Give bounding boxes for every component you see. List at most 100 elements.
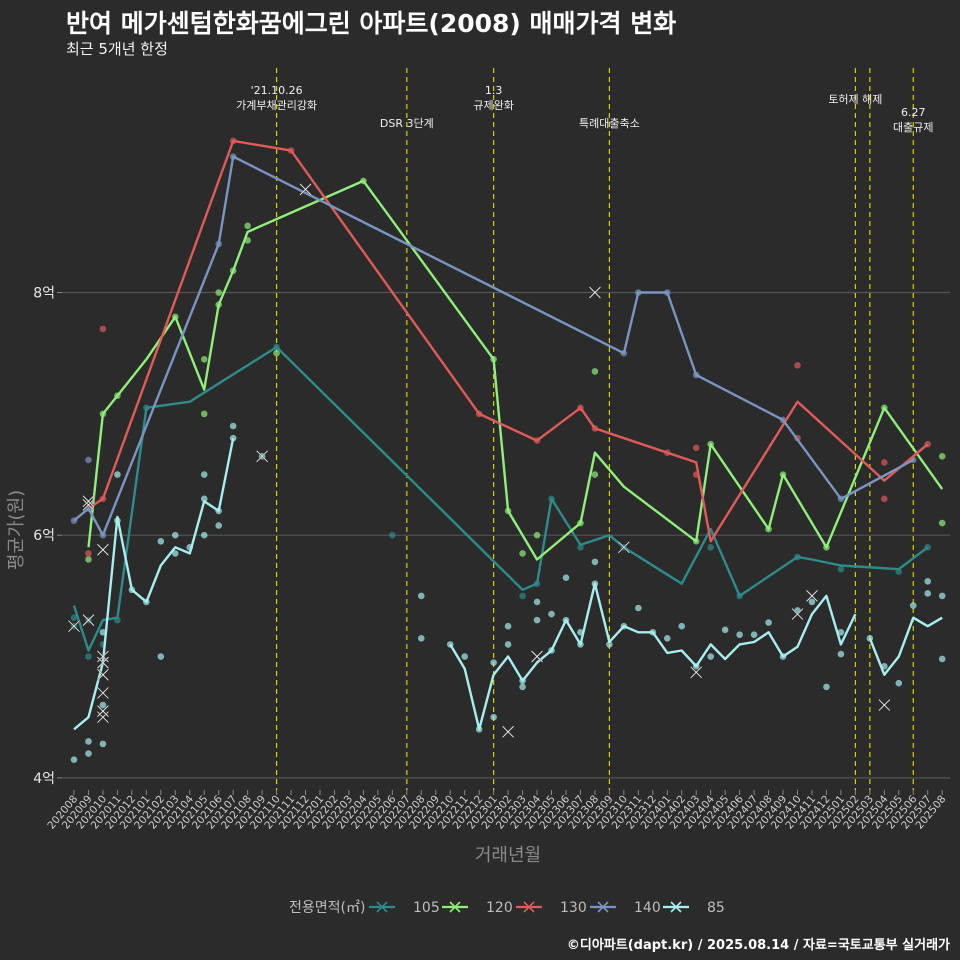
legend-label: 120: [486, 900, 513, 916]
data-point-140: [85, 456, 92, 464]
legend-label: 85: [707, 900, 725, 916]
series-line-path-140: [73, 155, 914, 537]
event-label: DSR 3단계: [380, 117, 434, 130]
data-point-85: [417, 592, 425, 600]
legend-item-105: 105: [369, 900, 440, 916]
data-point-120: [215, 289, 222, 296]
cross-markers-130: [82, 495, 109, 556]
series-line-path-130: [87, 139, 929, 543]
data-point-85: [504, 622, 512, 630]
cross-marker-85: [96, 686, 109, 699]
data-point-85: [229, 422, 237, 430]
data-point-85: [99, 740, 107, 748]
data-point-130: [881, 495, 888, 503]
data-point-105: [389, 531, 396, 539]
data-point-85: [70, 756, 78, 763]
data-point-85: [938, 655, 946, 663]
data-point-85: [417, 635, 425, 642]
event-label: 1.3 규제완화: [473, 84, 513, 112]
cross-markers-85: [96, 450, 891, 738]
chart-subtitle: 최근 5개년 한정: [66, 40, 168, 58]
series-line-path-85: [868, 616, 943, 676]
data-point-85: [707, 653, 714, 660]
series-105: [70, 343, 932, 660]
data-point-105: [707, 544, 714, 551]
event-label: 특례대출축소: [579, 117, 640, 130]
y-axis-ticks: 4억 6억 8억: [33, 286, 62, 787]
data-point-130: [881, 459, 888, 466]
data-point-85: [157, 653, 165, 660]
data-point-130: [794, 362, 801, 369]
data-point-130: [692, 444, 700, 452]
data-point-85: [909, 602, 917, 609]
cross-marker-130: [82, 495, 95, 508]
data-point-85: [504, 641, 512, 648]
data-point-85: [200, 495, 208, 503]
data-point-85: [157, 537, 165, 545]
cross-marker-140: [588, 286, 601, 299]
data-point-120: [591, 368, 599, 375]
cross-markers-140: [299, 183, 601, 299]
data-point-85: [924, 578, 932, 585]
legend-item-85: 85: [663, 900, 725, 916]
data-point-120: [533, 531, 541, 539]
cross-marker-120: [82, 498, 95, 511]
data-point-85: [548, 610, 555, 618]
series-line-105: [72, 345, 929, 652]
series-140: [70, 153, 917, 539]
data-point-85: [461, 653, 468, 660]
legend-label: 140: [634, 900, 661, 916]
cross-marker-105: [617, 541, 630, 554]
data-point-85: [808, 598, 816, 606]
data-point-85: [171, 531, 179, 539]
data-point-85: [606, 641, 613, 648]
event-label: '21.10.26 가계부채관리강화: [236, 84, 317, 112]
x-axis-ticks: 2020082020092020102020112020122021012021…: [45, 790, 948, 832]
x-axis-title: 거래년월: [475, 845, 541, 866]
chart-title: 반여 메가센텀한화꿈에그린 아파트(2008) 매매가격 변화: [66, 9, 677, 38]
series-line-85: [73, 437, 943, 731]
data-point-85: [924, 590, 932, 597]
event-label: 토허제 해제: [828, 92, 882, 106]
legend-label: 130: [560, 900, 587, 916]
data-point-85: [663, 635, 671, 642]
cross-marker-85: [502, 725, 515, 738]
event-label: 6.27 대출규제: [893, 106, 933, 134]
y-tick-label: 8억: [33, 286, 55, 302]
cross-marker-85: [96, 656, 109, 669]
cross-marker-85: [96, 711, 109, 724]
cross-marker-105: [68, 620, 80, 633]
cross-marker-105: [82, 614, 95, 627]
data-point-85: [750, 631, 758, 638]
data-point-120: [244, 222, 251, 230]
cross-marker-85: [805, 589, 818, 602]
data-point-120: [85, 556, 92, 563]
y-axis-title: 평균가(원): [6, 490, 27, 570]
series-line-path-120: [87, 179, 944, 561]
series-line-120: [87, 179, 944, 561]
cross-marker-140: [299, 183, 312, 196]
data-point-85: [837, 650, 845, 658]
source-caption: ©디아파트(dapt.kr) / 2025.08.14 / 자료=국토교통부 실…: [566, 938, 950, 953]
data-point-85: [200, 531, 208, 539]
data-point-85: [533, 598, 541, 606]
cross-marker-85: [531, 650, 544, 663]
data-point-85: [85, 738, 92, 745]
data-point-105: [837, 565, 845, 573]
data-point-120: [938, 453, 946, 460]
data-point-130: [99, 325, 107, 333]
cross-marker-85: [96, 705, 109, 718]
data-point-85: [591, 558, 599, 566]
legend-title: 전용면적(㎡): [289, 900, 365, 916]
data-point-85: [895, 679, 903, 687]
y-tick-label: 4억: [33, 771, 55, 787]
series-120: [85, 177, 946, 563]
data-point-105: [577, 544, 584, 551]
legend-item-120: 120: [442, 900, 513, 916]
series-line-path-85: [73, 437, 235, 731]
data-point-85: [837, 628, 845, 636]
data-point-120: [273, 349, 280, 357]
data-point-85: [519, 683, 526, 691]
